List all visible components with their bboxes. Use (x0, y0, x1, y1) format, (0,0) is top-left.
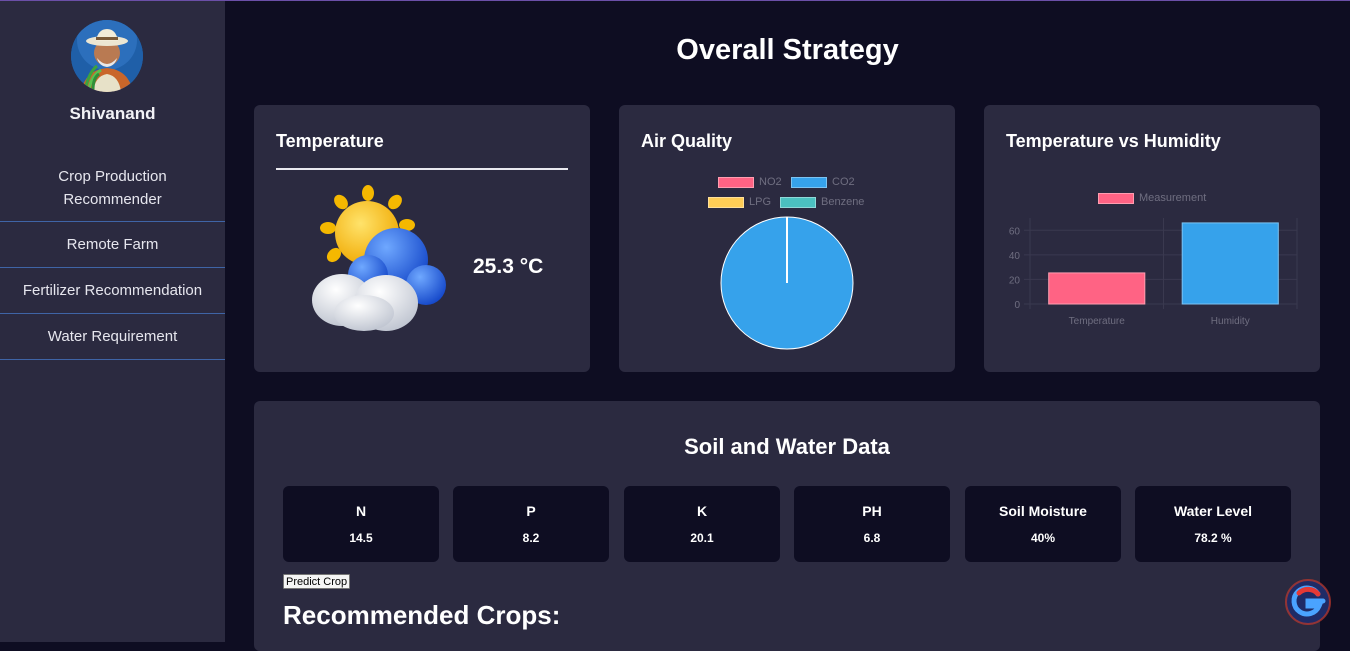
stat-label: P (526, 503, 536, 519)
legend-item-benzene[interactable]: Benzene (780, 196, 864, 208)
legend-swatch (791, 176, 827, 188)
divider (276, 168, 568, 170)
stat-value: 14.5 (349, 531, 373, 545)
legend-label: Measurement (1139, 192, 1207, 204)
sidebar: Shivanand Crop Production Recommender Re… (0, 1, 225, 642)
temperature-value: 25.3 °C (473, 255, 544, 278)
legend-swatch (708, 196, 744, 208)
page-title: Overall Strategy (676, 34, 899, 66)
temperature-card-title: Temperature (276, 131, 384, 151)
predict-crop-button[interactable]: Predict Crop (283, 574, 351, 589)
legend-item-measurement[interactable]: Measurement (1098, 192, 1206, 204)
stat-ph: PH 6.8 (794, 486, 950, 562)
avatar[interactable] (71, 20, 143, 92)
legend-label: NO2 (759, 176, 782, 188)
temp-humidity-legend: Measurement (984, 105, 1320, 215)
y-tick-label: 20 (1009, 275, 1021, 286)
legend-label: LPG (749, 196, 772, 208)
stat-p: P 8.2 (453, 486, 609, 562)
temp-humidity-bar-chart[interactable]: 0 20 40 60 Temperature Humidity (984, 105, 1320, 372)
air-quality-pie-chart[interactable] (619, 105, 955, 372)
bar-humidity (1181, 222, 1279, 305)
sidebar-item-remote-farm[interactable]: Remote Farm (0, 222, 225, 268)
stat-value: 78.2 % (1194, 531, 1232, 545)
temperature-card: Temperature (254, 105, 590, 372)
stat-value: 6.8 (863, 531, 881, 545)
temp-humidity-card: Temperature vs Humidity Measurement 0 20 4… (984, 105, 1320, 372)
soil-water-card: Soil and Water Data N 14.5 P 8.2 K 20.1 … (254, 401, 1320, 651)
legend-label: Benzene (821, 196, 865, 208)
air-quality-legend: NO2 CO2 LPG Benzene (619, 105, 955, 215)
legend-swatch (718, 176, 754, 188)
stat-label: K (696, 503, 708, 519)
legend-swatch (1098, 192, 1134, 204)
sidebar-nav: Crop Production Recommender Remote Farm … (0, 155, 225, 360)
stat-value: 40% (1030, 531, 1056, 545)
legend-label: CO2 (832, 176, 855, 188)
sidebar-item-crop-production-recommender[interactable]: Crop Production Recommender (0, 155, 225, 222)
x-tick-label: Temperature (1069, 316, 1126, 327)
stat-k: K 20.1 (624, 486, 780, 562)
air-quality-card: Air Quality NO2 CO2 LPG Benzene (619, 105, 955, 372)
sun-behind-cloud-icon (304, 185, 464, 335)
stat-value: 8.2 (522, 531, 540, 545)
legend-item-lpg[interactable]: LPG (708, 196, 771, 208)
soil-water-title: Soil and Water Data (684, 434, 890, 459)
legend-item-co2[interactable]: CO2 (791, 176, 855, 188)
recommended-crops-heading: Recommended Crops: (283, 600, 561, 630)
top-accent-line (0, 0, 1350, 1)
stat-value: 20.1 (690, 531, 714, 545)
stat-label: Water Level (1173, 503, 1253, 519)
stat-n: N 14.5 (283, 486, 439, 562)
username: Shivanand (69, 104, 156, 123)
legend-swatch (780, 196, 816, 208)
sidebar-item-fertilizer-recommendation[interactable]: Fertilizer Recommendation (0, 268, 225, 314)
x-tick-label: Humidity (1211, 316, 1250, 327)
legend-item-no2[interactable]: NO2 (718, 176, 782, 188)
bar-temperature (1048, 272, 1146, 305)
temp-humidity-card-title: Temperature vs Humidity (1006, 131, 1221, 151)
y-tick-label: 60 (1009, 226, 1021, 237)
air-quality-card-title: Air Quality (641, 131, 733, 151)
stat-label: PH (862, 503, 882, 519)
sidebar-item-water-requirement[interactable]: Water Requirement (0, 314, 225, 360)
g-logo-icon[interactable] (1285, 579, 1331, 625)
stat-water-level: Water Level 78.2 % (1135, 486, 1291, 562)
stat-label: N (355, 503, 367, 519)
stat-label: Soil Moisture (999, 503, 1087, 519)
stat-soil-moisture: Soil Moisture 40% (965, 486, 1121, 562)
y-tick-label: 40 (1009, 251, 1021, 262)
y-tick-label: 0 (1014, 300, 1020, 311)
